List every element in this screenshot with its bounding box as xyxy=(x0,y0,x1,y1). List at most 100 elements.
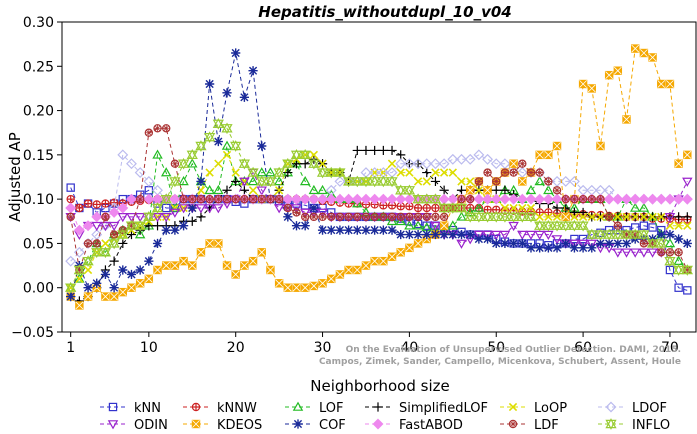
data-point-inflo xyxy=(273,166,285,179)
legend-label-knn: kNN xyxy=(134,401,161,416)
data-point-fastabod xyxy=(525,193,537,205)
data-point-inflo xyxy=(264,175,277,188)
data-point-fastabod xyxy=(143,193,155,205)
data-point-simplifiedlof xyxy=(352,145,362,156)
data-point-cof xyxy=(109,283,119,293)
data-point-inflo xyxy=(629,228,641,241)
data-point-kdeos xyxy=(109,292,119,301)
data-point-odin xyxy=(273,204,285,214)
data-point-odin xyxy=(91,221,102,232)
data-point-inflo xyxy=(143,211,155,223)
data-point-lof xyxy=(247,176,259,186)
data-point-ldf xyxy=(83,239,93,248)
data-point-inflo xyxy=(221,122,233,135)
legend-marker-ldf xyxy=(508,419,518,429)
data-point-simplifiedlof xyxy=(456,185,467,195)
data-point-ldf xyxy=(387,212,397,222)
data-point-fastabod xyxy=(664,193,676,205)
data-point-ldf xyxy=(109,230,119,239)
data-point-loop xyxy=(405,168,414,177)
data-point-odin xyxy=(430,221,441,232)
data-point-kdeos xyxy=(613,66,623,75)
data-point-ldf xyxy=(353,212,362,222)
data-point-ldof xyxy=(499,158,511,170)
data-point-kdeos xyxy=(205,239,214,248)
data-point-simplifiedlof xyxy=(491,185,501,195)
data-point-fastabod xyxy=(403,193,415,205)
data-point-kdeos xyxy=(266,265,275,275)
data-point-lof xyxy=(160,167,172,177)
data-point-odin xyxy=(577,239,589,249)
data-point-cof xyxy=(161,225,171,235)
data-point-ldof xyxy=(334,175,346,187)
data-point-loop xyxy=(596,212,605,222)
data-point-simplifiedlof xyxy=(422,167,432,178)
data-point-ldof xyxy=(464,153,476,165)
data-point-odin xyxy=(491,230,502,240)
data-point-fastabod xyxy=(603,193,615,205)
data-point-kdeos xyxy=(648,53,657,62)
data-point-kdeos xyxy=(465,186,475,195)
data-point-loop xyxy=(457,177,466,186)
data-point-ldf xyxy=(596,194,605,204)
data-point-simplifiedlof xyxy=(370,145,380,156)
data-point-inflo xyxy=(247,166,259,179)
data-point-ldf xyxy=(439,212,449,222)
data-point-cof xyxy=(300,221,310,231)
legend-item-ldf: LDF xyxy=(500,418,559,433)
data-point-inflo xyxy=(403,184,416,197)
data-point-inflo xyxy=(577,219,589,232)
data-point-kdeos xyxy=(483,186,492,195)
data-point-inflo xyxy=(299,149,311,161)
data-point-cof xyxy=(543,243,553,253)
legend: kNN kNNW LOF SimplifiedLOF LoOP LDOF ODIN KDEOS… xyxy=(100,401,670,433)
data-point-loop xyxy=(683,221,692,230)
data-point-loop xyxy=(466,177,475,186)
legend-item-ldof: LDOF xyxy=(598,401,667,416)
data-point-loop xyxy=(639,212,649,222)
data-point-kdeos xyxy=(535,150,544,160)
data-point-loop xyxy=(170,203,180,213)
data-point-ldf xyxy=(552,186,562,195)
data-point-ldf xyxy=(544,177,553,186)
data-point-ldf xyxy=(422,212,431,222)
data-point-odin xyxy=(569,239,580,249)
data-point-loop xyxy=(101,239,110,248)
data-point-fastabod xyxy=(282,193,294,205)
data-point-fastabod xyxy=(673,193,685,205)
data-point-loop xyxy=(66,283,75,292)
data-point-fastabod xyxy=(91,211,103,223)
data-point-inflo xyxy=(438,202,450,214)
data-point-simplifiedlof xyxy=(578,207,588,218)
data-point-kdeos xyxy=(75,301,84,310)
data-point-ldf xyxy=(188,194,197,204)
data-point-kdeos xyxy=(561,212,570,222)
data-point-kdeos xyxy=(587,84,596,93)
data-point-ldof xyxy=(403,158,415,170)
y-tick-label: 0.15 xyxy=(23,148,54,164)
data-point-kdeos xyxy=(135,279,145,288)
data-point-cof xyxy=(674,234,684,244)
data-point-ldf xyxy=(318,212,327,222)
data-point-fastabod xyxy=(369,193,381,205)
data-point-fastabod xyxy=(343,193,355,205)
data-point-ldof xyxy=(568,175,580,187)
data-point-odin xyxy=(482,230,493,240)
data-point-simplifiedlof xyxy=(387,145,397,156)
data-point-ldf xyxy=(535,168,544,177)
data-point-loop xyxy=(327,168,336,177)
data-point-inflo xyxy=(620,228,633,241)
data-point-kdeos xyxy=(683,150,692,160)
data-point-cof xyxy=(682,238,692,249)
data-point-loop xyxy=(544,212,553,222)
x-tick-label: 50 xyxy=(487,340,505,356)
data-point-inflo xyxy=(464,211,476,223)
data-point-inflo xyxy=(681,264,693,276)
data-point-inflo xyxy=(534,219,546,232)
data-point-kdeos xyxy=(300,283,310,292)
data-point-cof xyxy=(587,243,597,253)
data-point-inflo xyxy=(551,219,563,232)
legend-marker-knn xyxy=(108,402,118,412)
data-point-simplifiedlof xyxy=(187,216,197,226)
legend-label-lof: LOF xyxy=(319,401,344,416)
